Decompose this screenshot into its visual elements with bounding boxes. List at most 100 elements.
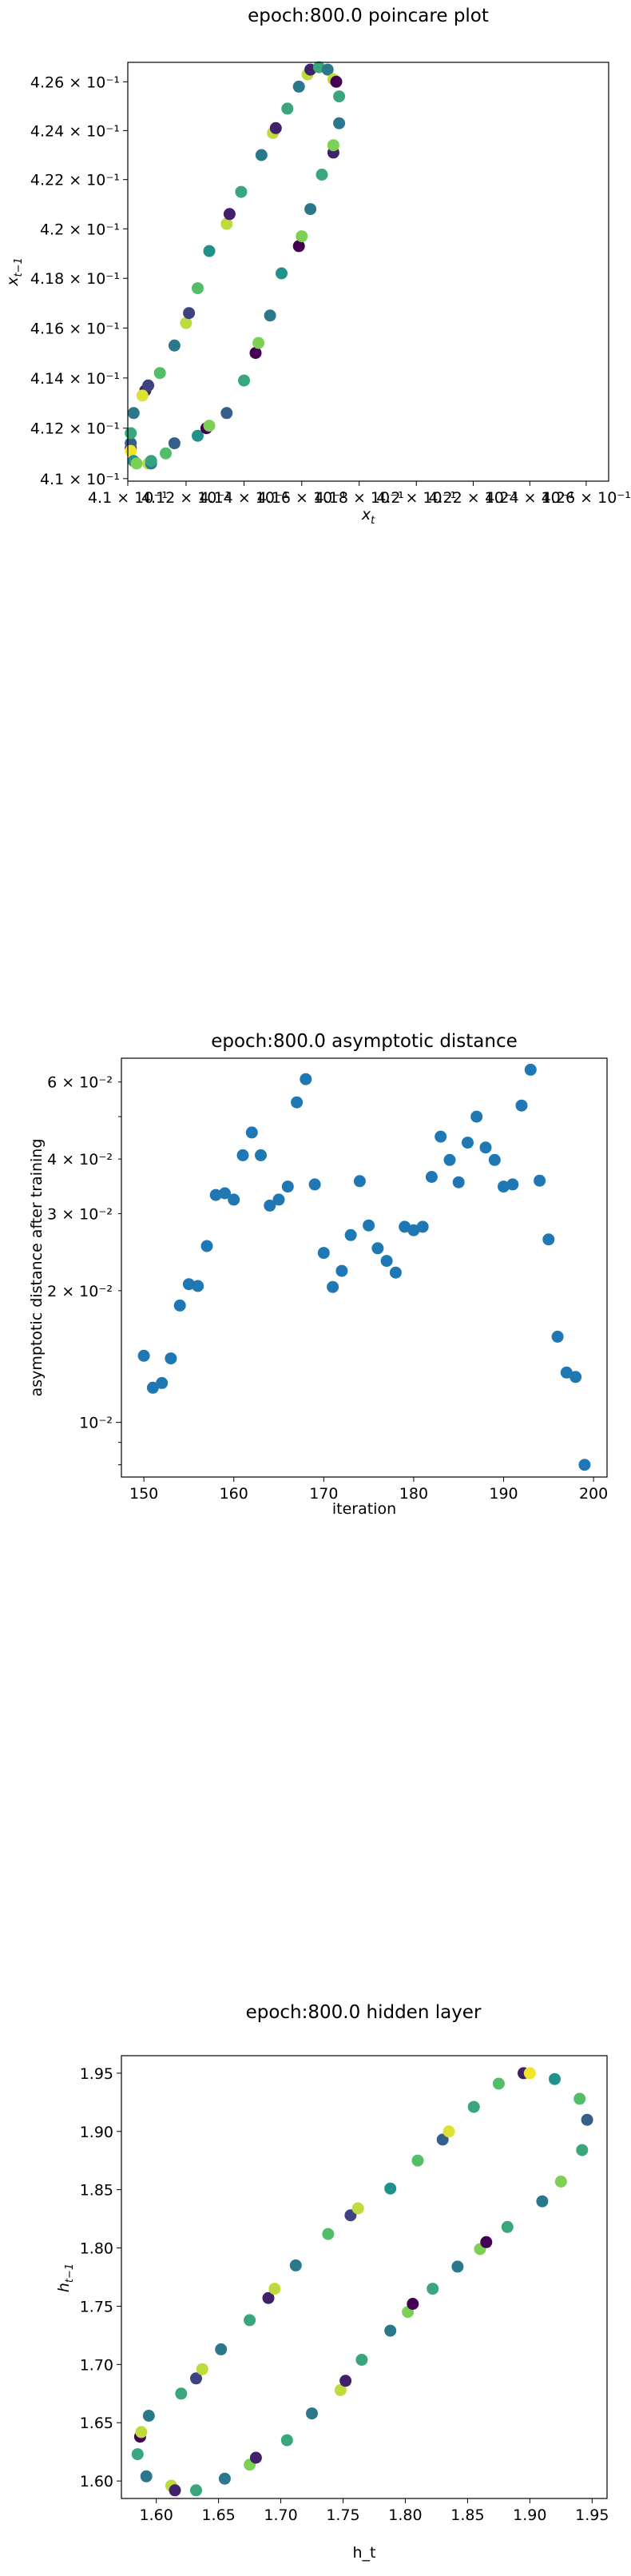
poincare-point-13 (153, 367, 166, 380)
poincare-point-5 (130, 457, 143, 470)
asymptotic-point-12 (245, 1126, 258, 1139)
asymptotic-point-1 (146, 1381, 159, 1394)
asymptotic-x-tick-label-1: 160 (220, 1485, 248, 1503)
hidden-layer-point-27 (384, 2324, 397, 2337)
asymptotic-point-26 (371, 1242, 384, 1255)
hidden-layer-y-tick-label-7: 1.95 (80, 2065, 113, 2083)
asymptotic-y-minor-tick-label-3: 6 × 10⁻² (47, 1074, 113, 1092)
asymptotic-point-36 (462, 1137, 474, 1149)
poincare-x-tick-label-3: 4.16 × 10⁻¹ (257, 489, 347, 507)
asymptotic-point-43 (524, 1063, 537, 1076)
asymptotic-chart: epoch:800.0 asymptotic distance 150 160 17… (28, 1031, 608, 1518)
hidden-layer-point-21 (322, 2228, 335, 2240)
poincare-point-27 (220, 407, 233, 420)
asymptotic-point-21 (327, 1280, 339, 1293)
poincare-point-16 (168, 339, 181, 352)
asymptotic-y-minor-tick-label-0: 2 × 10⁻² (47, 1283, 113, 1300)
hidden-layer-points (131, 2067, 593, 2497)
asymptotic-point-41 (506, 1178, 519, 1191)
asymptotic-point-20 (317, 1247, 330, 1260)
hidden-layer-point-48 (581, 2113, 593, 2126)
hidden-layer-point-47 (576, 2144, 589, 2156)
poincare-point-39 (296, 230, 308, 243)
hidden-layer-point-0 (131, 2448, 144, 2461)
asymptotic-point-44 (534, 1174, 546, 1187)
poincare-point-20 (192, 429, 204, 442)
asymptotic-point-38 (479, 1141, 492, 1154)
poincare-point-8 (142, 379, 155, 392)
hidden-layer-point-44 (549, 2072, 561, 2085)
poincare-point-35 (281, 102, 294, 115)
asymptotic-point-45 (542, 1233, 555, 1246)
hidden-layer-x-label: h_t (353, 2544, 376, 2562)
asymptotic-point-2 (156, 1376, 169, 1389)
hidden-layer-y-tick-label-2: 1.70 (80, 2356, 113, 2374)
asymptotic-point-22 (335, 1264, 348, 1277)
poincare-point-17 (180, 317, 192, 329)
hidden-layer-point-15 (244, 2314, 256, 2327)
poincare-x-tick-label-0: 4.1 × 10⁻¹ (88, 489, 168, 507)
poincare-x-label: xt (361, 506, 375, 527)
asymptotic-point-27 (380, 1255, 393, 1268)
asymptotic-point-13 (255, 1149, 267, 1161)
poincare-point-12 (145, 455, 157, 468)
poincare-point-3 (125, 427, 137, 440)
poincare-chart: epoch:800.0 poincare plot 4.1 × 10⁻¹4.12… (4, 6, 631, 527)
hidden-layer-title: epoch:800.0 hidden layer (246, 2002, 482, 2023)
asymptotic-point-7 (200, 1240, 213, 1252)
poincare-y-tick-label-0: 4.1 × 10⁻¹ (40, 471, 120, 488)
hidden-layer-point-39 (492, 2077, 505, 2090)
hidden-layer-point-26 (355, 2354, 368, 2366)
hidden-layer-y-tick-label-1: 1.65 (80, 2415, 113, 2432)
poincare-point-28 (238, 374, 250, 387)
poincare-point-33 (269, 121, 282, 134)
hidden-layer-y-ticks: 1.60 1.65 1.70 1.75 1.80 1.85 1.90 1.95 (80, 2065, 121, 2490)
asymptotic-point-23 (344, 1228, 357, 1241)
hidden-layer-point-33 (436, 2133, 449, 2146)
hidden-layer-point-28 (384, 2182, 397, 2195)
hidden-layer-x-tick-label-1: 1.65 (201, 2506, 235, 2524)
poincare-y-tick-label-4: 4.18 × 10⁻¹ (30, 270, 120, 288)
poincare-point-14 (160, 447, 172, 460)
asymptotic-point-33 (435, 1130, 447, 1143)
hidden-layer-x-tick-label-3: 1.75 (326, 2506, 359, 2524)
poincare-points (125, 61, 346, 470)
asymptotic-point-35 (452, 1176, 465, 1188)
poincare-y-tick-label-5: 4.2 × 10⁻¹ (40, 221, 120, 238)
hidden-layer-point-7 (175, 2387, 188, 2400)
hidden-layer-point-19 (289, 2259, 302, 2271)
hidden-layer-y-tick-label-4: 1.80 (80, 2240, 113, 2258)
asymptotic-x-ticks: 150 160 170 180 190 200 (129, 1477, 608, 1503)
hidden-layer-point-32 (427, 2283, 439, 2295)
asymptotic-point-5 (182, 1278, 195, 1291)
asymptotic-y-minor-tick-label-2: 4 × 10⁻² (47, 1151, 113, 1169)
asymptotic-x-tick-label-2: 170 (309, 1485, 338, 1503)
hidden-layer-x-ticks: 1.60 1.65 1.70 1.75 1.80 1.85 1.90 1.95 (139, 2498, 609, 2524)
hidden-layer-point-17 (268, 2283, 281, 2295)
asymptotic-point-46 (551, 1330, 564, 1343)
asymptotic-point-31 (416, 1220, 429, 1233)
hidden-layer-point-8 (190, 2484, 202, 2497)
hidden-layer-x-tick-label-5: 1.85 (450, 2506, 484, 2524)
hidden-layer-point-11 (215, 2343, 228, 2355)
poincare-y-tick-label-2: 4.14 × 10⁻¹ (30, 370, 120, 388)
poincare-y-tick-label-7: 4.24 × 10⁻¹ (30, 122, 120, 140)
hidden-layer-y-tick-label-0: 1.60 (80, 2473, 113, 2490)
hidden-layer-y-tick-label-6: 1.90 (80, 2124, 113, 2141)
hidden-layer-point-35 (451, 2260, 464, 2273)
poincare-point-24 (220, 217, 233, 230)
poincare-x-tick-label-8: 4.26 × 10⁻¹ (542, 489, 631, 507)
asymptotic-point-14 (264, 1199, 276, 1212)
poincare-point-50 (333, 117, 346, 129)
hidden-layer-point-38 (480, 2236, 493, 2248)
asymptotic-point-25 (363, 1219, 375, 1232)
poincare-point-31 (255, 149, 268, 161)
asymptotic-plot-area (121, 1057, 608, 1478)
hidden-layer-point-36 (467, 2100, 480, 2113)
asymptotic-point-18 (300, 1073, 312, 1085)
poincare-point-22 (203, 420, 216, 432)
poincare-x-tick-label-2: 4.14 × 10⁻¹ (199, 489, 288, 507)
asymptotic-point-8 (209, 1188, 222, 1201)
